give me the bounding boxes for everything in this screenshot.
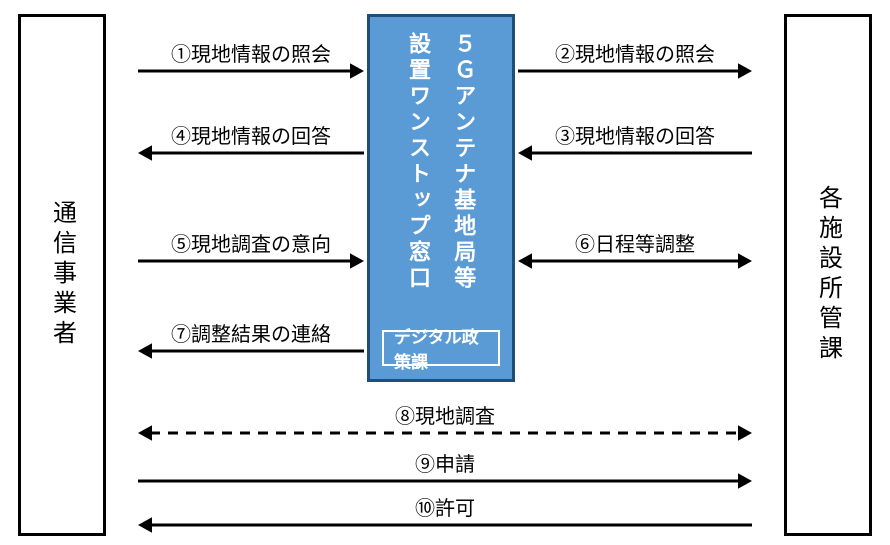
arrow-label-1: ①現地情報の照会 (171, 38, 331, 67)
arrow-label-4: ④現地情報の回答 (171, 120, 331, 149)
right-entity-label: 各施設所管課 (811, 185, 846, 365)
center-title-line1: ５Ｇアンテナ基地局等 (446, 32, 481, 292)
arrow-label-9: ⑨申請 (415, 448, 475, 477)
arrow-label-8: ⑧現地調査 (395, 400, 495, 429)
arrow-label-5: ⑤現地調査の意向 (171, 228, 331, 257)
center-sub-box: デジタル政策課 (382, 330, 500, 366)
left-entity-label: 通信事業者 (45, 200, 80, 350)
arrow-label-7: ⑦調整結果の連絡 (171, 318, 331, 347)
diagram-container: 通信事業者 設置ワンストップ窓口 ５Ｇアンテナ基地局等 デジタル政策課 各施設所… (0, 0, 890, 545)
arrow-label-10: ⑩許可 (415, 492, 475, 521)
center-sub-label: デジタル政策課 (394, 323, 488, 373)
left-entity-box: 通信事業者 (18, 14, 106, 536)
center-title-line2: 設置ワンストップ窓口 (401, 32, 436, 292)
arrow-label-2: ②現地情報の照会 (555, 38, 715, 67)
arrow-label-3: ③現地情報の回答 (555, 120, 715, 149)
right-entity-box: 各施設所管課 (784, 14, 872, 536)
arrow-label-6: ⑥日程等調整 (575, 228, 695, 257)
